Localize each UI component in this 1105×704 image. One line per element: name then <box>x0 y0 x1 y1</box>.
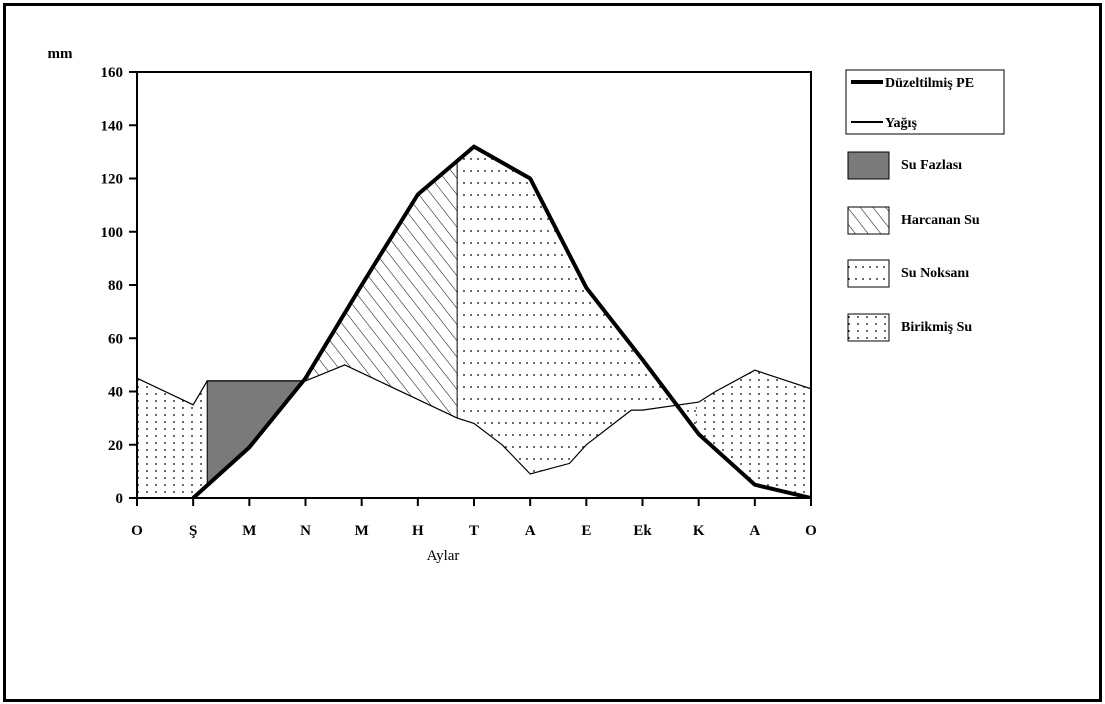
x-tick-label: M <box>242 523 256 539</box>
legend-label-deficit: Su Noksanı <box>901 266 969 281</box>
y-tick-label: 140 <box>101 118 124 134</box>
x-tick-label: N <box>300 523 311 539</box>
legend-swatch-stored <box>847 313 890 342</box>
x-tick-label: E <box>581 523 591 539</box>
legend-label-surplus: Su Fazlası <box>901 158 962 173</box>
y-tick-label: 0 <box>116 491 124 507</box>
y-tick-label: 160 <box>101 65 124 81</box>
y-axis: 0 20 40 60 80 100 120 140 160 <box>101 65 137 507</box>
region-used <box>305 160 458 419</box>
x-tick-label: H <box>412 523 424 539</box>
legend-label-pe: Düzeltilmiş PE <box>885 76 974 91</box>
x-tick-label: M <box>355 523 369 539</box>
x-tick-label: Ş <box>189 523 197 539</box>
legend-swatch-surplus <box>847 151 890 180</box>
y-tick-label: 40 <box>108 385 123 401</box>
x-tick-label: A <box>525 523 536 539</box>
legend-swatch-deficit <box>847 259 890 288</box>
y-tick-label: 100 <box>101 225 124 241</box>
legend-label-precip: Yağış <box>885 116 917 131</box>
x-tick-label: O <box>131 523 143 539</box>
x-tick-label: Ek <box>633 523 652 539</box>
x-tick-label: T <box>469 523 479 539</box>
y-tick-label: 80 <box>108 278 123 294</box>
y-axis-label: mm <box>48 46 73 62</box>
legend-label-used: Harcanan Su <box>901 213 980 228</box>
x-tick-label: K <box>693 523 705 539</box>
x-axis: O Ş M N M H T A E Ek K A O <box>131 498 817 539</box>
legend-label-stored: Birikmiş Su <box>901 320 972 335</box>
x-tick-label: O <box>805 523 817 539</box>
legend-swatch-used <box>847 206 890 235</box>
y-tick-label: 120 <box>101 172 124 188</box>
y-tick-label: 20 <box>108 438 123 454</box>
series-line-precipitation <box>137 364 811 475</box>
x-tick-label: A <box>749 523 760 539</box>
region-deficit <box>457 147 696 474</box>
legend: Düzeltilmiş PE Yağış Su Fazlası Harcanan… <box>845 69 1005 342</box>
y-tick-label: 60 <box>108 331 123 347</box>
x-axis-label: Aylar <box>427 548 460 564</box>
region-stored-right <box>695 370 811 498</box>
region-stored-left <box>137 378 208 498</box>
series-line-pe <box>191 144 811 498</box>
